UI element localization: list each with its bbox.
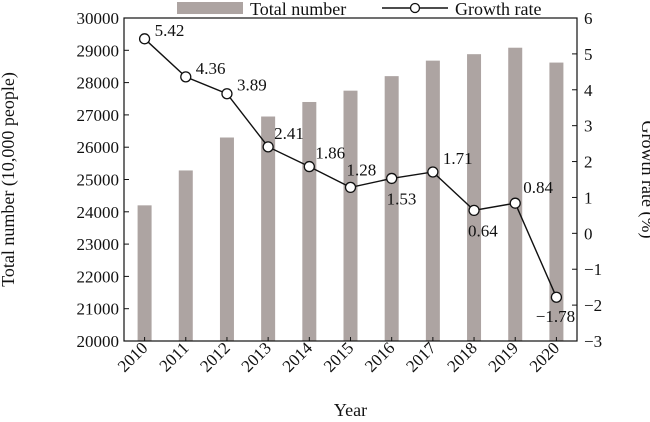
bar-2017 [425, 60, 440, 342]
bar-2014 [302, 101, 317, 341]
growth-rate-point-2010 [138, 33, 151, 45]
growth-rate-point-2015 [344, 181, 357, 194]
x-axis-title: Year [334, 400, 367, 420]
growth-rate-point-2014 [303, 160, 315, 173]
growth-rate-point-2012 [221, 88, 233, 100]
bar-2012 [219, 137, 234, 341]
right-tick-label: 4 [584, 81, 593, 100]
right-tick-label: 0 [584, 224, 593, 243]
growth-rate-point-2011 [180, 71, 192, 83]
right-axis-title: Growth rate (%) [637, 121, 650, 239]
left-tick-label: 24000 [77, 203, 120, 222]
bar-2010 [137, 205, 152, 341]
bar-2016 [384, 76, 399, 341]
right-tick-label: 2 [584, 153, 593, 172]
right-tick-label: 1 [584, 188, 593, 207]
growth-rate-point-2013 [262, 141, 274, 153]
growth-rate-point-2018 [468, 204, 480, 217]
growth-rate-point-2017 [427, 166, 439, 178]
legend-marker-icon [409, 2, 421, 14]
right-tick-label: 3 [584, 117, 593, 136]
growth-rate-label-2020: −1.78 [536, 307, 575, 326]
growth-rate-label-2015: 1.28 [347, 160, 377, 179]
left-tick-label: 21000 [77, 300, 120, 319]
x-tick-label: 2013 [237, 338, 274, 375]
right-tick-label: 5 [584, 45, 593, 64]
right-tick-label: −1 [584, 260, 602, 279]
x-tick-label: 2017 [402, 338, 440, 376]
left-tick-label: 26000 [77, 138, 120, 157]
left-tick-label: 23000 [77, 235, 120, 254]
bar-2018 [467, 54, 482, 342]
growth-rate-label-2019: 0.84 [523, 178, 553, 197]
legend-growth-rate-label: Growth rate [455, 0, 541, 19]
bars-layer [137, 47, 564, 342]
growth-rate-label-2014: 1.86 [315, 144, 345, 163]
x-tick-label: 2014 [279, 338, 317, 376]
growth-rate-point-2020 [550, 291, 563, 303]
growth-rate-point-2016 [386, 172, 398, 185]
growth-rate-label-2017: 1.71 [443, 149, 473, 168]
bar-2015 [343, 90, 358, 341]
growth-rate-label-2011: 4.36 [196, 59, 226, 78]
growth-rate-label-2016: 1.53 [387, 189, 417, 208]
left-tick-label: 27000 [77, 106, 120, 125]
legend-bar-swatch [177, 2, 243, 14]
x-tick-label: 2016 [361, 338, 398, 375]
right-tick-label: −3 [584, 332, 602, 351]
legend: Total number Growth rate [177, 0, 541, 19]
right-tick-label: 6 [584, 9, 593, 28]
growth-rate-label-2013: 2.41 [274, 124, 304, 143]
left-tick-label: 20000 [77, 332, 120, 351]
x-tick-label: 2020 [526, 338, 563, 375]
left-axis-title: Total number (10,000 people) [0, 72, 19, 287]
right-tick-label: −2 [584, 296, 602, 315]
left-tick-label: 29000 [77, 41, 120, 60]
x-tick-label: 2012 [196, 338, 233, 375]
x-tick-label: 2011 [156, 338, 193, 375]
growth-rate-label-2012: 3.89 [237, 76, 267, 95]
left-tick-label: 22000 [77, 267, 120, 286]
line-layer: 5.42 4.36 3.89 2.41 1.861.28 1.53 1.71 0.64 0.84… [138, 21, 575, 326]
x-tick-label: 2018 [443, 338, 480, 375]
legend-total-number-label: Total number [250, 0, 346, 19]
x-tick-label: 2015 [320, 338, 357, 375]
growth-rate-label-2010: 5.42 [155, 21, 185, 40]
bar-2020 [549, 62, 564, 341]
bar-2019 [508, 47, 523, 341]
bar-2013 [261, 116, 276, 341]
left-tick-label: 30000 [77, 9, 120, 28]
growth-rate-label-2018: 0.64 [468, 221, 498, 240]
left-tick-label: 25000 [77, 171, 120, 190]
bar-2011 [178, 170, 193, 341]
growth-rate-point-2019 [509, 197, 521, 209]
left-tick-label: 28000 [77, 74, 120, 93]
x-tick-label: 2010 [114, 338, 151, 375]
x-tick-label: 2019 [485, 338, 522, 375]
